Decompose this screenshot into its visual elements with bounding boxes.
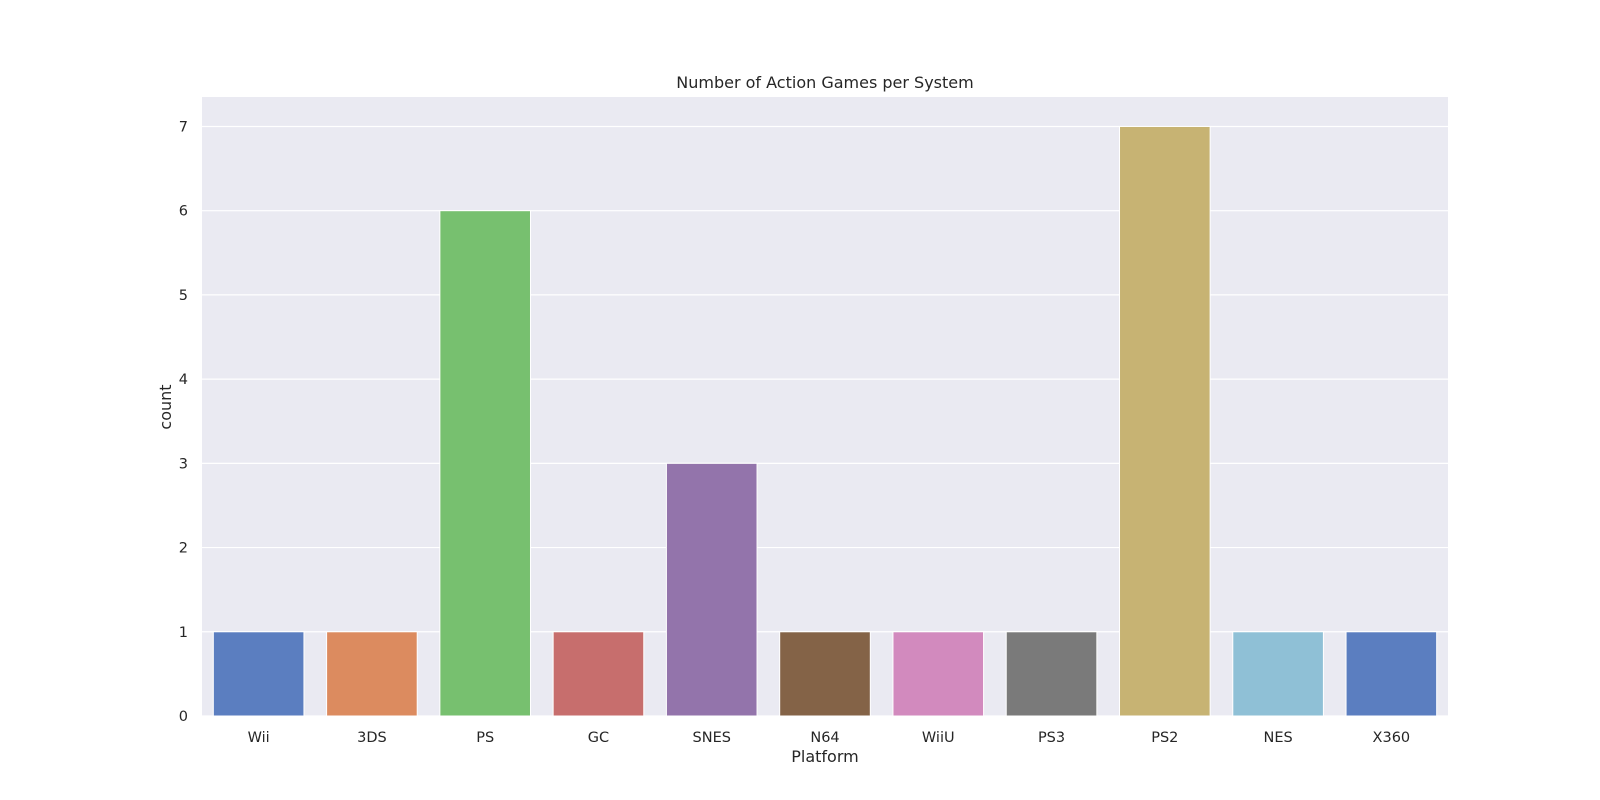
x-tick-label: 3DS (357, 730, 387, 746)
y-tick-label: 4 (179, 372, 188, 388)
bar-ps (439, 210, 531, 717)
x-tick-label: NES (1263, 730, 1292, 746)
x-tick-label: PS (476, 730, 494, 746)
bar-snes (665, 462, 758, 717)
y-tick-label: 7 (179, 119, 188, 135)
y-tick-label: 1 (179, 625, 188, 641)
x-axis-ticks: Wii 3DS PS GC SNES N64 WiiU PS3 PS2 NES X360 (248, 730, 1411, 746)
bar-wiiu (892, 631, 985, 717)
x-axis-label: Platform (791, 747, 858, 766)
y-tick-label: 2 (179, 541, 188, 557)
plot-background (202, 97, 1448, 716)
bar-ps2 (1119, 125, 1211, 717)
x-tick-label: X360 (1373, 730, 1411, 746)
bar-x360 (1345, 631, 1438, 717)
x-tick-label: PS2 (1151, 730, 1178, 746)
bar-gc (552, 631, 645, 717)
x-tick-label: N64 (810, 730, 839, 746)
bar-wii (212, 631, 305, 717)
x-tick-label: PS3 (1038, 730, 1065, 746)
bar-3ds (326, 631, 418, 717)
bar-n64 (779, 631, 871, 717)
bar-nes (1232, 631, 1324, 717)
bars (212, 125, 1438, 717)
y-tick-label: 0 (179, 709, 188, 725)
y-tick-label: 5 (179, 288, 188, 304)
x-tick-label: GC (588, 730, 609, 746)
bar-ps3 (1005, 631, 1098, 717)
chart-title: Number of Action Games per System (676, 73, 973, 92)
x-tick-label: Wii (248, 730, 270, 746)
y-tick-label: 3 (179, 456, 188, 472)
x-tick-label: SNES (693, 730, 731, 746)
y-axis-label: count (156, 384, 175, 429)
x-tick-label: WiiU (922, 730, 955, 746)
y-tick-label: 6 (179, 204, 188, 220)
y-axis-ticks: 0 1 2 3 4 5 6 7 (179, 119, 188, 725)
